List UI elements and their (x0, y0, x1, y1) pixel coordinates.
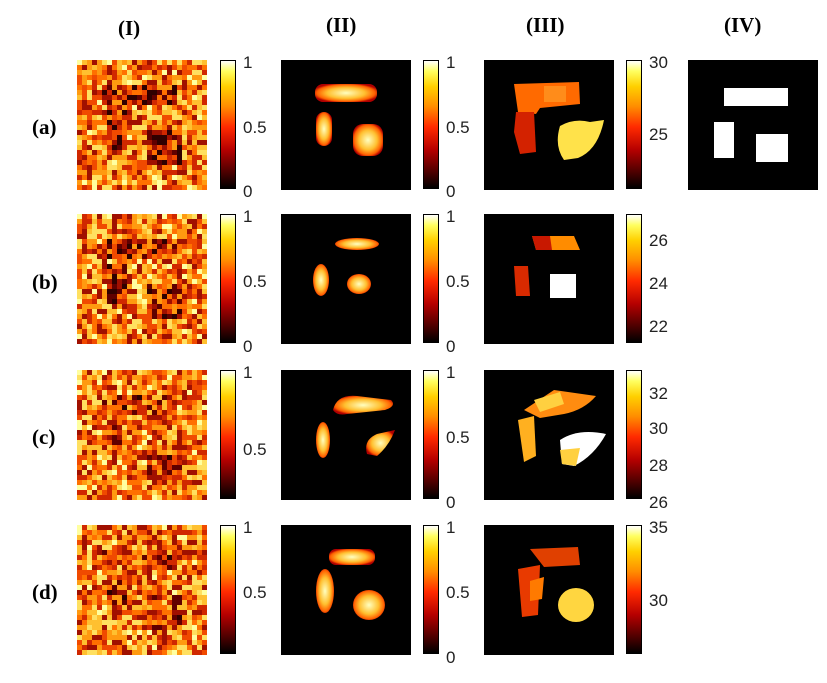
colorbar-b3-tick-26: 26 (649, 231, 668, 250)
colorbar-d1-tick-max: 1 (243, 518, 253, 537)
segmentation-image-a (281, 60, 411, 190)
segmentation-image-b (281, 214, 411, 344)
colorbar-c2 (423, 370, 439, 499)
colorbar-b1-tick-min: 0 (243, 337, 253, 356)
colorbar-c1 (220, 370, 236, 499)
colorbar-c3-tick-28: 28 (649, 456, 668, 475)
colorbar-c3-tick-26: 26 (649, 493, 668, 512)
colorbar-b3-tick-22: 22 (649, 317, 668, 336)
colorbar-c2-tick-mid: 0.5 (446, 428, 470, 447)
column-header-III: (III) (526, 13, 565, 37)
value-image-a (484, 60, 614, 190)
colorbar-d1-tick-mid: 0.5 (243, 583, 267, 602)
colorbar-c2-tick-max: 1 (446, 363, 456, 382)
colorbar-b2-tick-max: 1 (446, 207, 456, 226)
colorbar-a1-tick-mid: 0.5 (243, 118, 267, 137)
colorbar-b1-tick-max: 1 (243, 207, 253, 226)
colorbar-b1-tick-mid: 0.5 (243, 272, 267, 291)
value-image-b (484, 214, 614, 344)
colorbar-b3 (626, 214, 642, 343)
segmentation-image-d (281, 525, 411, 655)
colorbar-a3-tick-30: 30 (649, 53, 668, 72)
noisy-image-c (77, 370, 207, 500)
row-header-c: (c) (32, 425, 56, 449)
noisy-image-b (77, 214, 207, 344)
row-header-d: (d) (32, 580, 58, 604)
column-header-I: (I) (118, 16, 141, 40)
colorbar-a2 (423, 60, 439, 189)
colorbar-b1 (220, 214, 236, 343)
colorbar-b2-tick-mid: 0.5 (446, 272, 470, 291)
value-image-d (484, 525, 614, 655)
colorbar-a2-tick-max: 1 (446, 53, 456, 72)
column-header-II: (II) (326, 13, 357, 37)
colorbar-d3-tick-35: 35 (649, 518, 668, 537)
colorbar-d3-tick-30: 30 (649, 591, 668, 610)
colorbar-c3-tick-32: 32 (649, 384, 668, 403)
segmentation-image-c (281, 370, 411, 500)
noisy-image-d (77, 525, 207, 655)
colorbar-c3-tick-30: 30 (649, 419, 668, 438)
colorbar-d1 (220, 525, 236, 654)
colorbar-d2-tick-mid: 0.5 (446, 583, 470, 602)
colorbar-d2-tick-max: 1 (446, 518, 456, 537)
colorbar-c1-tick-max: 1 (243, 363, 253, 382)
colorbar-c2-tick-min: 0 (446, 493, 456, 512)
colorbar-d2 (423, 525, 439, 654)
colorbar-b3-tick-24: 24 (649, 274, 668, 293)
colorbar-a1 (220, 60, 236, 189)
row-header-a: (a) (32, 115, 57, 139)
colorbar-a1-tick-max: 1 (243, 53, 253, 72)
colorbar-a3-tick-25: 25 (649, 125, 668, 144)
colorbar-d2-tick-min: 0 (446, 648, 456, 667)
colorbar-c1-tick-mid: 0.5 (243, 440, 267, 459)
noisy-image-a (77, 60, 207, 190)
colorbar-a2-tick-min: 0 (446, 182, 456, 201)
colorbar-d3 (626, 525, 642, 654)
colorbar-c3 (626, 370, 642, 499)
row-header-b: (b) (32, 270, 58, 294)
column-header-IV: (IV) (724, 13, 762, 37)
ground-truth-image-a (688, 60, 818, 190)
colorbar-b2 (423, 214, 439, 343)
value-image-c (484, 370, 614, 500)
colorbar-b2-tick-min: 0 (446, 337, 456, 356)
colorbar-a3 (626, 60, 642, 189)
colorbar-a1-tick-min: 0 (243, 182, 253, 201)
colorbar-a2-tick-mid: 0.5 (446, 118, 470, 137)
